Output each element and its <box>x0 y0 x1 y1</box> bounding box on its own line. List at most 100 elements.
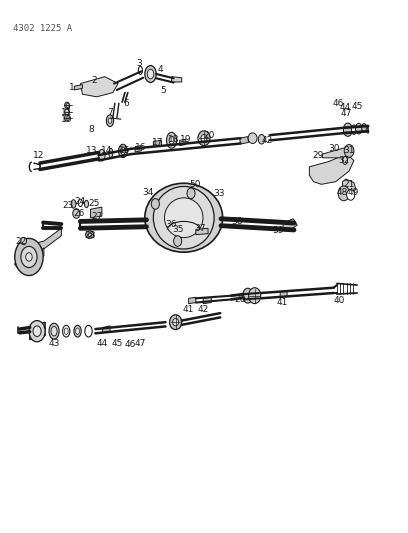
Text: 45: 45 <box>111 339 122 348</box>
Circle shape <box>21 237 27 245</box>
Text: 41: 41 <box>276 298 288 307</box>
Ellipse shape <box>85 325 92 337</box>
Circle shape <box>64 102 69 109</box>
Text: 20: 20 <box>203 131 215 140</box>
Ellipse shape <box>145 66 156 83</box>
Ellipse shape <box>75 328 80 334</box>
Text: 44: 44 <box>96 339 108 348</box>
Text: 30: 30 <box>329 144 340 154</box>
Polygon shape <box>196 228 208 235</box>
Polygon shape <box>14 248 44 269</box>
Text: 27: 27 <box>91 212 102 221</box>
Polygon shape <box>80 77 118 97</box>
Ellipse shape <box>258 134 265 144</box>
Ellipse shape <box>109 148 113 158</box>
Ellipse shape <box>352 125 356 134</box>
Polygon shape <box>18 228 61 256</box>
Circle shape <box>151 199 160 209</box>
Ellipse shape <box>106 115 114 126</box>
Text: 4: 4 <box>158 64 164 74</box>
Ellipse shape <box>99 149 105 161</box>
Text: 4302 1225 A: 4302 1225 A <box>13 23 72 33</box>
Circle shape <box>338 186 350 201</box>
Text: 35: 35 <box>172 225 184 234</box>
Ellipse shape <box>64 328 68 334</box>
Text: 29: 29 <box>313 151 324 160</box>
Text: 44: 44 <box>339 103 350 112</box>
Polygon shape <box>280 291 287 297</box>
Polygon shape <box>188 297 196 304</box>
Circle shape <box>344 144 354 157</box>
Ellipse shape <box>201 134 207 142</box>
Text: 42: 42 <box>197 305 209 314</box>
Ellipse shape <box>248 133 257 143</box>
Polygon shape <box>172 77 182 82</box>
Polygon shape <box>343 179 356 193</box>
Text: 13: 13 <box>86 147 97 156</box>
Ellipse shape <box>173 318 179 326</box>
Polygon shape <box>135 146 141 152</box>
Ellipse shape <box>78 199 82 207</box>
Text: 46: 46 <box>124 341 136 350</box>
Polygon shape <box>322 147 353 158</box>
Ellipse shape <box>71 200 76 208</box>
Text: 3: 3 <box>136 59 142 68</box>
Ellipse shape <box>84 200 89 208</box>
Circle shape <box>64 115 69 121</box>
Text: 9: 9 <box>64 103 70 112</box>
Text: 24: 24 <box>75 197 86 206</box>
Text: 11: 11 <box>61 108 73 117</box>
Ellipse shape <box>51 326 57 336</box>
Text: 37: 37 <box>194 224 206 233</box>
Circle shape <box>21 246 37 268</box>
Text: 16: 16 <box>135 143 147 152</box>
Ellipse shape <box>355 123 362 134</box>
Text: 14: 14 <box>101 147 113 156</box>
Polygon shape <box>74 85 82 90</box>
Text: 31: 31 <box>343 147 355 156</box>
Circle shape <box>15 238 43 276</box>
Text: 25: 25 <box>88 199 100 208</box>
Circle shape <box>29 320 45 342</box>
Ellipse shape <box>88 233 92 237</box>
Text: 12: 12 <box>33 151 44 160</box>
Text: 45: 45 <box>351 102 363 111</box>
Text: 43: 43 <box>49 339 60 348</box>
Text: 46: 46 <box>333 99 344 108</box>
Text: 28: 28 <box>84 231 95 240</box>
Polygon shape <box>239 136 248 144</box>
Text: 49: 49 <box>348 188 359 197</box>
Circle shape <box>73 209 80 218</box>
Ellipse shape <box>198 131 210 146</box>
Circle shape <box>64 109 69 115</box>
Ellipse shape <box>74 325 81 337</box>
Text: 17: 17 <box>152 139 163 148</box>
Ellipse shape <box>164 198 203 238</box>
Ellipse shape <box>166 132 177 148</box>
Text: 1: 1 <box>69 83 75 92</box>
Circle shape <box>187 188 195 199</box>
Text: 18: 18 <box>168 135 180 144</box>
Circle shape <box>174 236 182 246</box>
Text: 39: 39 <box>272 226 284 235</box>
Polygon shape <box>153 140 162 147</box>
Text: 33: 33 <box>214 189 225 198</box>
Circle shape <box>26 253 32 261</box>
Text: 10: 10 <box>61 115 73 124</box>
Ellipse shape <box>145 183 223 252</box>
Polygon shape <box>103 326 110 333</box>
Ellipse shape <box>153 187 214 249</box>
Ellipse shape <box>108 118 112 123</box>
Text: 38: 38 <box>231 217 243 226</box>
Text: 48: 48 <box>337 188 348 197</box>
Ellipse shape <box>170 315 182 329</box>
Text: 15: 15 <box>119 147 131 156</box>
Text: 36: 36 <box>165 220 177 229</box>
Ellipse shape <box>118 144 127 158</box>
Polygon shape <box>309 154 354 184</box>
Polygon shape <box>91 207 102 217</box>
Text: 42: 42 <box>261 136 273 145</box>
Text: 8: 8 <box>89 125 94 134</box>
Circle shape <box>347 190 355 200</box>
Text: 26: 26 <box>73 209 85 218</box>
